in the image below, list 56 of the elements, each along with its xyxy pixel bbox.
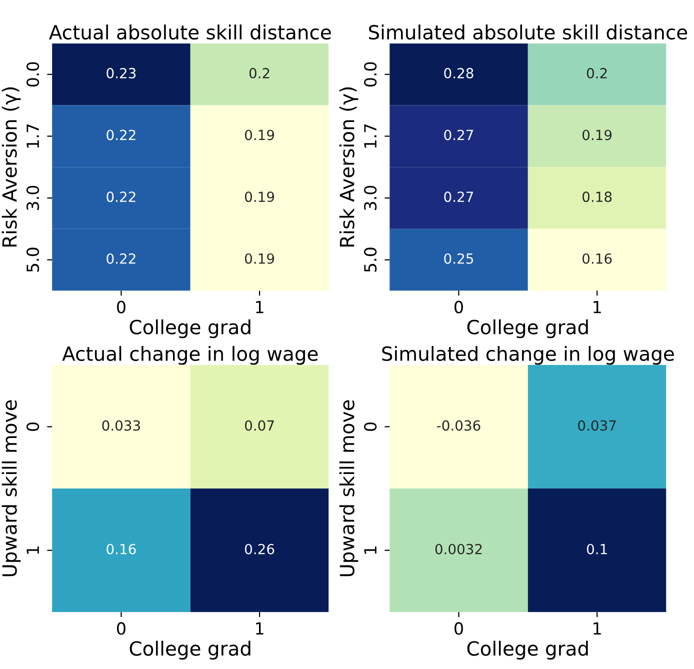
y-tick-label: 0: [364, 422, 377, 431]
chart-title: Actual absolute skill distance: [49, 24, 331, 40]
chart-title: Actual change in log wage: [62, 346, 318, 365]
x-tick-label: 1: [594, 300, 601, 314]
x-tick-label: 0: [117, 300, 126, 314]
data-label: 0.19: [245, 130, 274, 140]
data-label: 0.27: [444, 130, 474, 140]
data-label: 0.18: [582, 192, 612, 202]
x-tick-label: 1: [256, 300, 264, 314]
y-tick-label: 5.0: [26, 248, 40, 272]
y-tick-label: 0.0: [26, 62, 40, 87]
y-axis-title: Risk Aversion (γ): [2, 87, 21, 247]
x-axis-title: College grad: [130, 319, 250, 338]
y-axis-title: Upward skill move: [2, 400, 21, 576]
y-tick-label: 1: [26, 546, 39, 554]
chart-title: Simulated change in log wage: [382, 346, 674, 365]
data-label: 0.25: [444, 253, 473, 264]
data-label: 0.23: [106, 68, 136, 78]
data-label: 0.28: [444, 68, 474, 78]
chart-title: Simulated absolute skill distance: [369, 24, 688, 40]
data-label: 0.07: [245, 420, 274, 431]
y-tick-label: 3.0: [364, 186, 377, 210]
data-label: 0.16: [582, 253, 612, 264]
data-label: 0.19: [582, 130, 612, 140]
data-label: 0.27: [444, 192, 474, 202]
data-label: 0.0032: [435, 544, 482, 554]
data-label: 0.22: [106, 130, 136, 140]
x-tick-label: 1: [256, 622, 264, 635]
data-label: 0.1: [586, 544, 607, 554]
y-tick-label: 0: [26, 422, 40, 431]
x-axis-title: College grad: [130, 640, 250, 660]
data-label: -0.036: [437, 420, 480, 431]
y-tick-label: 3.0: [26, 186, 40, 210]
y-axis-title: Upward skill move: [339, 400, 358, 576]
y-tick-label: 5.0: [364, 248, 377, 272]
y-tick-label: 1.7: [364, 124, 376, 148]
x-tick-label: 0: [454, 622, 463, 635]
y-tick-label: 0.0: [364, 62, 377, 87]
x-tick-label: 0: [454, 300, 463, 314]
y-tick-label: 1.7: [26, 124, 39, 148]
data-label: 0.2: [586, 68, 607, 78]
data-label: 0.22: [106, 253, 136, 264]
y-axis-title: Risk Aversion (γ): [339, 87, 358, 247]
data-label: 0.2: [249, 68, 270, 78]
data-label: 0.037: [578, 420, 616, 431]
x-tick-label: 1: [594, 622, 601, 635]
y-tick-label: 1: [364, 546, 376, 554]
data-label: 0.19: [245, 192, 274, 202]
x-axis-title: College grad: [467, 319, 588, 338]
data-label: 0.16: [106, 544, 136, 554]
data-label: 0.033: [102, 420, 140, 431]
data-label: 0.19: [245, 253, 274, 264]
data-label: 0.22: [106, 192, 136, 202]
x-tick-label: 0: [117, 622, 126, 635]
x-axis-title: College grad: [467, 640, 588, 660]
data-label: 0.26: [245, 544, 274, 554]
